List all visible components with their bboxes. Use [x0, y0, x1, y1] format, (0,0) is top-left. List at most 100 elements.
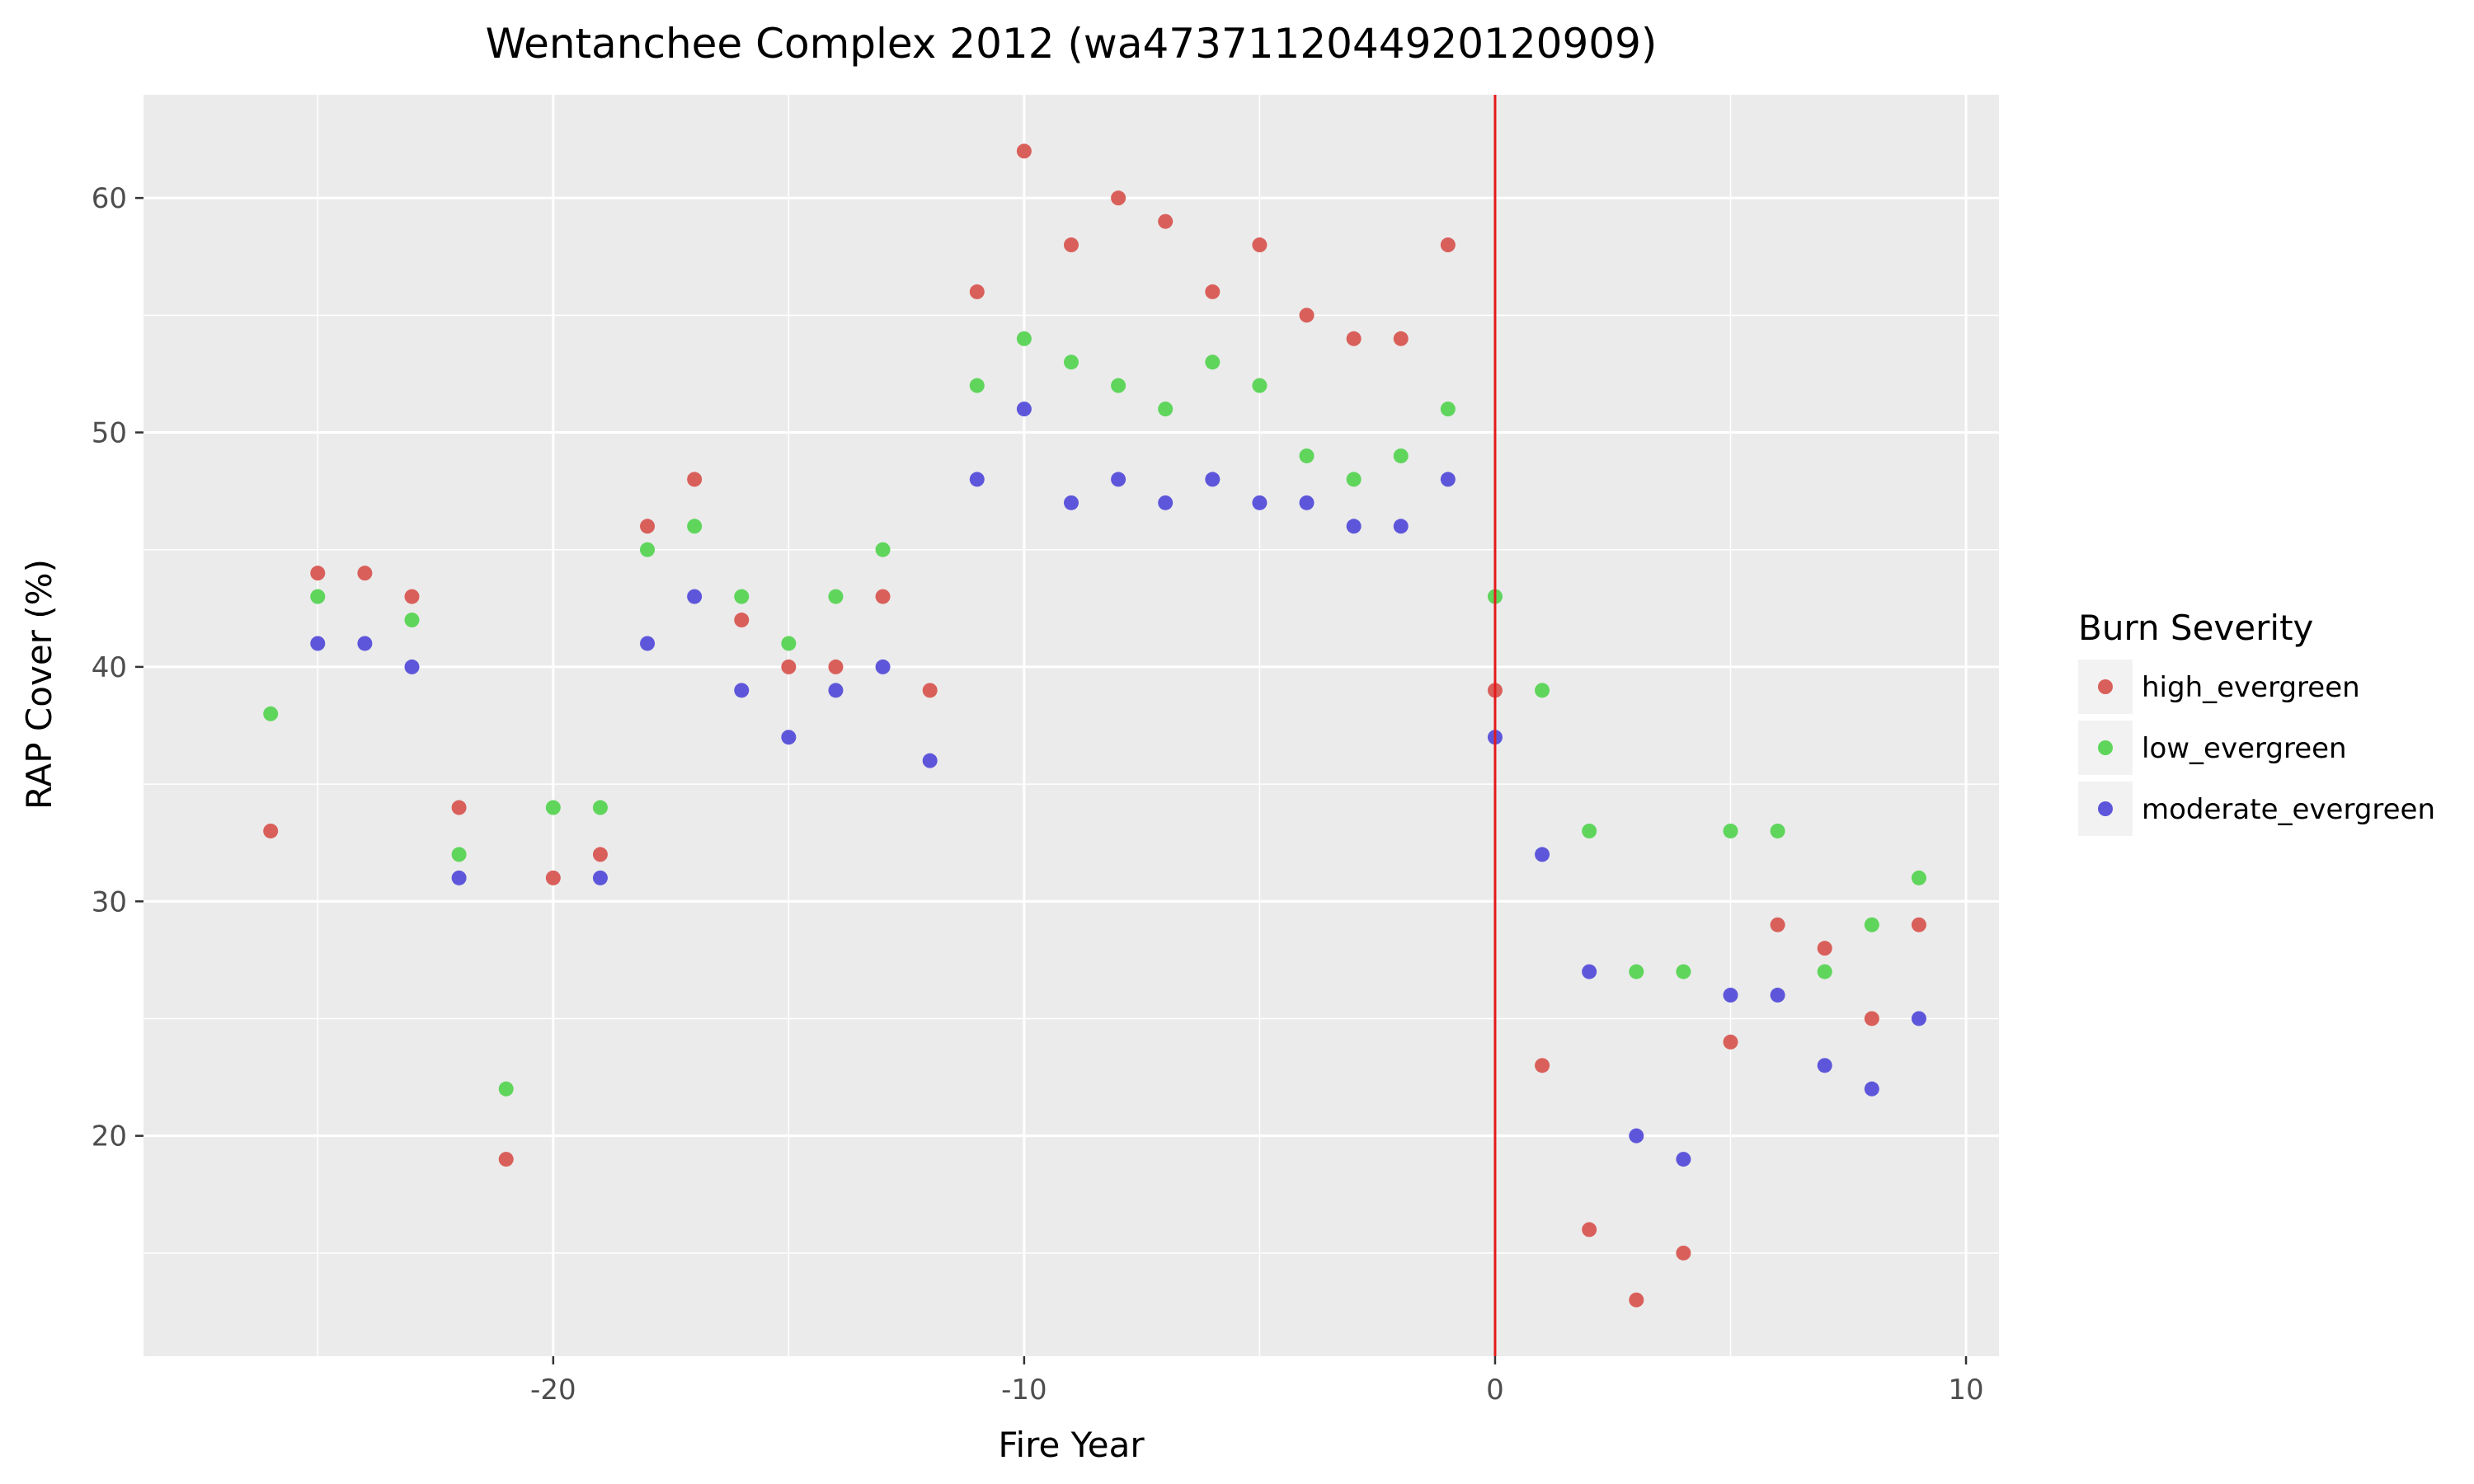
- data-point: [1629, 1293, 1644, 1308]
- data-point: [781, 730, 796, 744]
- data-point: [640, 542, 655, 557]
- data-point: [1723, 1035, 1738, 1050]
- data-point: [1441, 402, 1456, 416]
- data-point: [546, 871, 561, 885]
- data-point: [1205, 284, 1220, 299]
- data-point: [405, 613, 420, 627]
- data-point: [734, 613, 749, 627]
- data-point: [1300, 495, 1315, 510]
- legend: Burn Severity high_evergreen low_evergree…: [2078, 608, 2435, 836]
- data-point: [1158, 495, 1173, 510]
- data-point: [1771, 918, 1785, 932]
- data-point: [1865, 1011, 1879, 1026]
- data-point: [1394, 519, 1409, 533]
- data-point: [1347, 331, 1362, 346]
- data-point: [970, 472, 985, 486]
- data-point: [1064, 237, 1079, 252]
- data-point: [452, 801, 467, 815]
- legend-marker: [2098, 740, 2113, 755]
- data-point: [1818, 965, 1832, 979]
- data-point: [1158, 214, 1173, 229]
- data-point: [1111, 378, 1126, 393]
- data-point: [1771, 824, 1785, 838]
- data-point: [781, 636, 796, 650]
- data-point: [593, 871, 608, 885]
- data-point: [263, 707, 278, 721]
- data-point: [1347, 472, 1362, 486]
- x-tick-label: -20: [530, 1374, 576, 1407]
- data-point: [1771, 988, 1785, 1003]
- legend-label: high_evergreen: [2142, 671, 2360, 704]
- data-point: [876, 660, 891, 674]
- data-point: [1865, 918, 1879, 932]
- data-point: [1535, 683, 1550, 697]
- y-tick-label: 20: [92, 1120, 127, 1153]
- data-point: [1394, 331, 1409, 346]
- data-point: [1912, 1011, 1926, 1026]
- data-point: [593, 801, 608, 815]
- data-point: [1205, 355, 1220, 369]
- y-tick-label: 30: [92, 885, 127, 918]
- data-point: [687, 519, 702, 533]
- data-point: [1252, 237, 1267, 252]
- data-point: [828, 683, 843, 697]
- legend-marker: [2098, 801, 2113, 816]
- data-point: [640, 519, 655, 533]
- legend-items: high_evergreen low_evergreen moderate_ever…: [2078, 660, 2435, 836]
- x-axis-title: Fire Year: [998, 1425, 1145, 1465]
- data-point: [1158, 402, 1173, 416]
- data-point: [1535, 1058, 1550, 1073]
- legend-item: moderate_evergreen: [2078, 782, 2435, 836]
- data-point: [1111, 472, 1126, 486]
- data-point: [734, 683, 749, 697]
- legend-item: high_evergreen: [2078, 660, 2360, 714]
- data-point: [1205, 472, 1220, 486]
- data-point: [1252, 378, 1267, 393]
- data-point: [687, 589, 702, 604]
- x-tick-label: 0: [1486, 1374, 1504, 1407]
- data-point: [876, 542, 891, 557]
- data-point: [876, 589, 891, 604]
- data-point: [357, 566, 372, 580]
- y-tick-label: 50: [92, 417, 127, 450]
- chart-title: Wentanchee Complex 2012 (wa4737112044920…: [486, 20, 1658, 68]
- data-point: [1723, 824, 1738, 838]
- data-point: [452, 847, 467, 862]
- data-point: [310, 636, 325, 650]
- legend-label: low_evergreen: [2142, 732, 2347, 765]
- y-tick-label: 60: [92, 182, 127, 215]
- data-point: [828, 589, 843, 604]
- data-point: [1676, 1246, 1691, 1261]
- data-point: [1582, 965, 1597, 979]
- data-point: [1111, 190, 1126, 205]
- data-point: [1535, 847, 1550, 862]
- legend-label: moderate_evergreen: [2142, 793, 2435, 826]
- x-tick-label: -10: [1001, 1374, 1047, 1407]
- y-axis-title: RAP Cover (%): [19, 559, 59, 810]
- data-point: [1064, 495, 1079, 510]
- data-point: [1300, 448, 1315, 463]
- data-point: [1441, 472, 1456, 486]
- data-point: [546, 801, 561, 815]
- data-point: [970, 378, 985, 393]
- data-point: [452, 871, 467, 885]
- data-point: [1394, 448, 1409, 463]
- data-point: [1347, 519, 1362, 533]
- plot-panel: [143, 95, 1999, 1356]
- data-point: [263, 824, 278, 838]
- data-point: [1582, 1222, 1597, 1237]
- data-point: [1912, 918, 1926, 932]
- data-point: [1676, 1152, 1691, 1167]
- data-point: [970, 284, 985, 299]
- y-tick-label: 40: [92, 651, 127, 684]
- data-point: [1017, 402, 1032, 416]
- data-point: [1017, 331, 1032, 346]
- data-point: [1629, 1129, 1644, 1144]
- data-point: [499, 1082, 514, 1097]
- data-point: [1676, 965, 1691, 979]
- data-point: [734, 589, 749, 604]
- x-axis-ticks: -20 -10 0 10: [530, 1356, 1984, 1407]
- legend-marker: [2098, 679, 2113, 694]
- data-point: [1582, 824, 1597, 838]
- data-point: [499, 1152, 514, 1167]
